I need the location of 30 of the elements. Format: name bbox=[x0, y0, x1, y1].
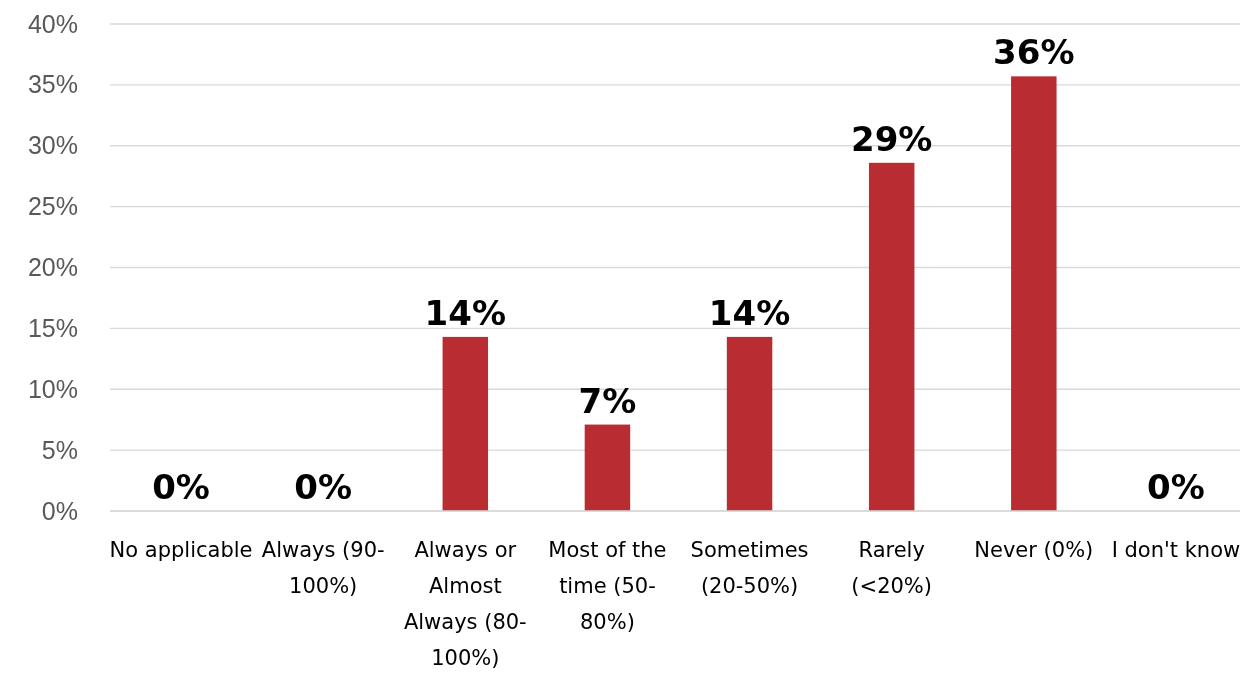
bar bbox=[1011, 76, 1057, 511]
data-label: 14% bbox=[424, 292, 507, 333]
data-label: 0% bbox=[294, 467, 353, 507]
x-tick-label: I don't know bbox=[1111, 538, 1241, 562]
data-label: 36% bbox=[993, 32, 1075, 73]
bar bbox=[868, 162, 915, 511]
y-tick-label: 40% bbox=[27, 9, 78, 38]
x-tick-label: No applicable bbox=[109, 538, 253, 562]
data-label: 7% bbox=[578, 380, 637, 421]
y-tick-label: 0% bbox=[41, 496, 78, 525]
data-label: 0% bbox=[152, 467, 210, 507]
bar bbox=[584, 424, 631, 511]
y-tick-label: 35% bbox=[27, 70, 78, 99]
x-tick-label: Always or Almost Always (80-100%) bbox=[403, 538, 527, 670]
y-tick-label: 5% bbox=[41, 435, 78, 464]
y-tick-label: 15% bbox=[27, 313, 78, 342]
bar bbox=[442, 336, 489, 511]
y-tick-label: 10% bbox=[27, 374, 78, 403]
x-tick-label: Rarely (<20%) bbox=[851, 538, 933, 598]
y-tick-label: 25% bbox=[27, 192, 78, 221]
y-tick-label: 30% bbox=[27, 131, 78, 160]
data-label: 29% bbox=[850, 118, 933, 159]
x-tick-label: Sometimes (20-50%) bbox=[690, 538, 809, 598]
y-tick-label: 20% bbox=[27, 253, 78, 281]
x-tick-label: Most of the time (50-80%) bbox=[548, 538, 667, 634]
x-tick-label: Never (0%) bbox=[974, 538, 1094, 562]
x-tick-label: Always (90-100%) bbox=[261, 538, 385, 598]
data-label: 14% bbox=[708, 292, 791, 333]
bar bbox=[726, 336, 773, 511]
data-label: 0% bbox=[1147, 467, 1205, 507]
